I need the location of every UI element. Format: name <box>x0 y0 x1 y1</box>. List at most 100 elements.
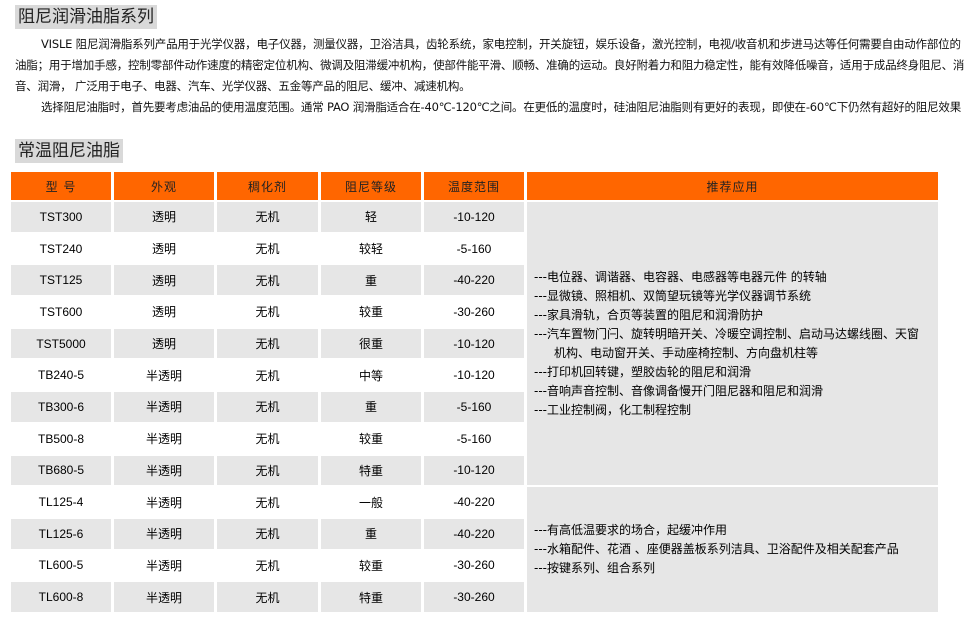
cell-appearance: 半透明 <box>114 423 214 454</box>
cell-application: ---有高低温要求的场合，起缓冲作用 ---水箱配件、花酒 、座便器盖板系列洁具、… <box>527 487 938 612</box>
cell-appearance: 半透明 <box>114 487 214 517</box>
application-line: ---水箱配件、花酒 、座便器盖板系列洁具、卫浴配件及相关配套产品 <box>534 542 899 557</box>
application-line: ---有高低温要求的场合，起缓冲作用 <box>534 523 727 538</box>
table-header-row: 型 号 外观 稠化剂 阻尼等级 温度范围 推荐应用 <box>11 172 938 200</box>
cell-temp-range: -30-260 <box>424 550 524 581</box>
intro-text: VISLE 阻尼润滑脂系列产品用于光学仪器，电子仪器，测量仪器，卫浴洁具，齿轮系… <box>15 34 967 118</box>
header-temp-range: 温度范围 <box>424 172 524 200</box>
application-line: ---电位器、调谐器、电容器、电感器等电器元件 的转轴 <box>534 269 827 284</box>
cell-thickener: 无机 <box>217 328 318 359</box>
cell-thickener: 无机 <box>217 423 318 454</box>
cell-model: TST5000 <box>11 328 111 359</box>
table-row: TST5000 透明 无机 很重 -10-120 <box>11 328 938 359</box>
cell-model: TST125 <box>11 265 111 296</box>
cell-temp-range: -5-160 <box>424 423 524 454</box>
cell-thickener: 无机 <box>217 265 318 296</box>
cell-thickener: 无机 <box>217 582 318 612</box>
cell-damping-level: 重 <box>321 518 421 549</box>
cell-damping-level: 特重 <box>321 455 421 486</box>
application-line: 机构、电动窗开关、手动座椅控制、方向盘机柱等 <box>554 345 819 360</box>
cell-model: TB300-6 <box>11 392 111 422</box>
cell-damping-level: 较重 <box>321 423 421 454</box>
table-row: TL600-5 半透明 无机 较重 -30-260 <box>11 550 938 581</box>
cell-appearance: 半透明 <box>114 518 214 549</box>
cell-damping-level: 较重 <box>321 550 421 581</box>
cell-model: TL125-6 <box>11 518 111 549</box>
table-row: TST600 透明 无机 较重 -30-260 <box>11 297 938 327</box>
cell-thickener: 无机 <box>217 550 318 581</box>
cell-temp-range: -5-160 <box>424 392 524 422</box>
application-line: ---家具滑轨，合页等装置的阻尼和润滑防护 <box>534 307 763 322</box>
cell-appearance: 半透明 <box>114 550 214 581</box>
cell-thickener: 无机 <box>217 202 318 232</box>
cell-temp-range: -10-120 <box>424 202 524 232</box>
cell-temp-range: -40-220 <box>424 265 524 296</box>
cell-appearance: 半透明 <box>114 392 214 422</box>
table-row: TL125-4 半透明 无机 一般 -40-220 ---有高低温要求的场合，起缓冲作用 -… <box>11 487 938 612</box>
product-table: 型 号 外观 稠化剂 阻尼等级 温度范围 推荐应用 TST300 透明 无机轻 -10… <box>8 170 941 614</box>
cell-model: TB500-8 <box>11 423 111 454</box>
intro-paragraph: 选择阻尼油脂时，首先要考虑油品的使用温度范围。通常 PAO 润滑脂适合在-40℃… <box>41 100 962 114</box>
header-thickener: 稠化剂 <box>217 172 318 200</box>
application-line: ---工业控制阀，化工制程控制 <box>534 402 691 417</box>
cell-temp-range: -10-120 <box>424 360 524 391</box>
header-model: 型 号 <box>11 172 111 200</box>
header-appearance: 外观 <box>114 172 214 200</box>
application-line: ---按键系列、组合系列 <box>534 561 655 576</box>
cell-thickener: 无机 <box>217 392 318 422</box>
cell-appearance: 透明 <box>114 265 214 296</box>
table-row: TST125 透明 无机重 -40-220 <box>11 265 938 296</box>
section-title-damping-grease-series: 阻尼润滑油脂系列 <box>15 5 157 29</box>
cell-damping-level: 很重 <box>321 328 421 359</box>
cell-temp-range: -10-120 <box>424 455 524 486</box>
cell-appearance: 半透明 <box>114 455 214 486</box>
cell-appearance: 透明 <box>114 202 214 232</box>
cell-model: TST240 <box>11 233 111 264</box>
cell-thickener: 无机 <box>217 518 318 549</box>
table-row: TB500-8 半透明 无机 较重 -5-160 <box>11 423 938 454</box>
table-row: TL125-6 半透明 无机重 -40-220 <box>11 518 938 549</box>
cell-appearance: 半透明 <box>114 582 214 612</box>
cell-damping-level: 轻 <box>321 202 421 232</box>
cell-appearance: 半透明 <box>114 360 214 391</box>
section-title-room-temp-grease: 常温阻尼油脂 <box>15 139 123 163</box>
cell-temp-range: -30-260 <box>424 297 524 327</box>
cell-temp-range: -40-220 <box>424 487 524 517</box>
cell-temp-range: -40-220 <box>424 518 524 549</box>
cell-appearance: 透明 <box>114 328 214 359</box>
cell-model: TST600 <box>11 297 111 327</box>
header-application: 推荐应用 <box>527 172 938 200</box>
cell-damping-level: 较重 <box>321 297 421 327</box>
cell-damping-level: 一般 <box>321 487 421 517</box>
cell-application: ---电位器、调谐器、电容器、电感器等电器元件 的转轴 ---显微镜、照相机、双筒… <box>527 202 938 486</box>
cell-temp-range: -5-160 <box>424 233 524 264</box>
cell-model: TB680-5 <box>11 455 111 486</box>
cell-thickener: 无机 <box>217 487 318 517</box>
cell-thickener: 无机 <box>217 455 318 486</box>
application-line: ---汽车置物门闩、旋转明暗开关、冷暖空调控制、启动马达螺线圈、天窗 <box>534 326 919 341</box>
cell-damping-level: 重 <box>321 265 421 296</box>
table-row: TL600-8 半透明 无机 特重 -30-260 <box>11 582 938 612</box>
cell-appearance: 透明 <box>114 233 214 264</box>
cell-model: TST300 <box>11 202 111 232</box>
cell-thickener: 无机 <box>217 297 318 327</box>
table-row: TB300-6 半透明 无机重 -5-160 <box>11 392 938 422</box>
cell-model: TL600-8 <box>11 582 111 612</box>
intro-paragraph: VISLE 阻尼润滑脂系列产品用于光学仪器，电子仪器，测量仪器，卫浴洁具，齿轮系… <box>15 37 965 93</box>
application-line: ---显微镜、照相机、双筒望玩镜等光学仪器调节系统 <box>534 288 811 303</box>
table-row: TST240 透明 无机 较轻 -5-160 <box>11 233 938 264</box>
table-row: TB240-5 半透明 无机 中等 -10-120 <box>11 360 938 391</box>
cell-appearance: 透明 <box>114 297 214 327</box>
table-row: TST300 透明 无机轻 -10-120 ---电位器、调谐器、电容器、电感器等电器元… <box>11 202 938 486</box>
application-line: ---音响声音控制、音像调备慢开门阻尼器和阻尼和润滑 <box>534 383 823 398</box>
table-row: TB680-5 半透明 无机 特重 -10-120 <box>11 455 938 486</box>
cell-temp-range: -30-260 <box>424 582 524 612</box>
cell-damping-level: 特重 <box>321 582 421 612</box>
cell-temp-range: -10-120 <box>424 328 524 359</box>
application-line: ---打印机回转键，塑胶齿轮的阻尼和润滑 <box>534 364 751 379</box>
cell-damping-level: 重 <box>321 392 421 422</box>
cell-thickener: 无机 <box>217 360 318 391</box>
cell-damping-level: 较轻 <box>321 233 421 264</box>
cell-model: TL125-4 <box>11 487 111 517</box>
cell-thickener: 无机 <box>217 233 318 264</box>
